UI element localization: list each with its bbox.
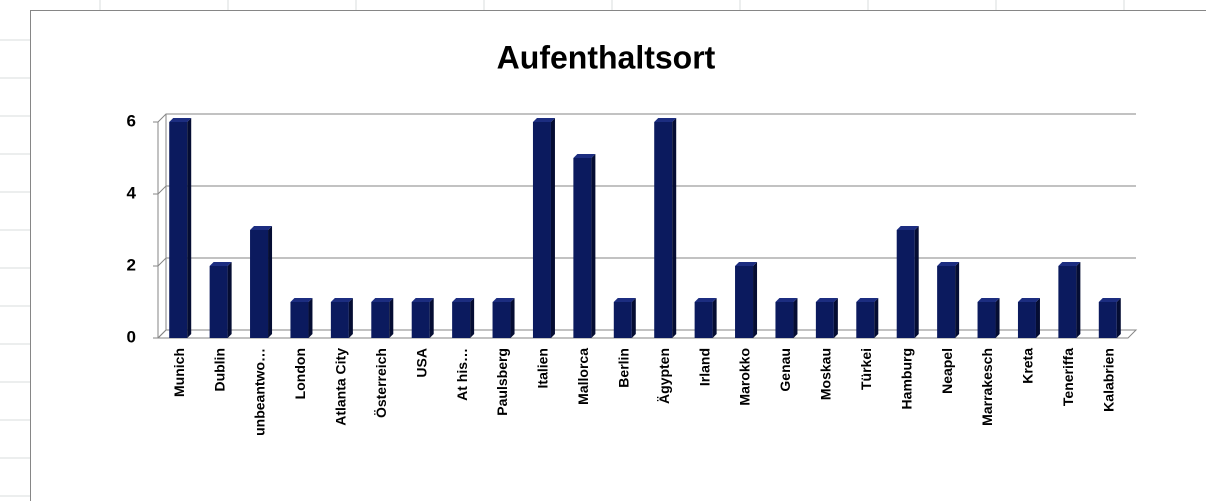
x-tick-label: Irland bbox=[696, 348, 712, 386]
bar bbox=[896, 226, 919, 338]
x-tick-label: Kalabrien bbox=[1100, 348, 1116, 412]
grid-line bbox=[157, 257, 1136, 267]
bar bbox=[775, 298, 798, 338]
bar bbox=[330, 298, 353, 338]
x-tick-label: Italien bbox=[535, 348, 551, 388]
bar bbox=[1017, 298, 1040, 338]
bar bbox=[977, 298, 1000, 338]
x-tick-label: Munich bbox=[171, 348, 187, 397]
x-tick-label: Dublin bbox=[211, 348, 227, 392]
bar bbox=[411, 298, 434, 338]
bar bbox=[735, 262, 758, 338]
y-tick-label: 6 bbox=[127, 111, 136, 130]
x-tick-label: Türkei bbox=[858, 348, 874, 390]
y-tick-label: 2 bbox=[127, 255, 136, 274]
x-tick-label: Moskau bbox=[818, 348, 834, 400]
bar bbox=[532, 118, 555, 338]
y-tick-label: 4 bbox=[127, 183, 137, 202]
bar bbox=[290, 298, 313, 338]
bar bbox=[250, 226, 273, 338]
x-tick-label: Mallorca bbox=[575, 348, 591, 405]
bar bbox=[613, 298, 636, 338]
bar bbox=[492, 298, 515, 338]
bar bbox=[815, 298, 838, 338]
bar bbox=[573, 154, 596, 338]
bar bbox=[654, 118, 677, 338]
x-tick-label: Atlanta City bbox=[333, 348, 349, 426]
x-tick-label: London bbox=[292, 348, 308, 399]
bar bbox=[856, 298, 879, 338]
grid-line bbox=[157, 113, 1136, 123]
x-tick-label: Kreta bbox=[1020, 348, 1036, 384]
x-tick-label: Neapel bbox=[939, 348, 955, 394]
bar bbox=[1058, 262, 1081, 338]
x-tick-label: Paulsberg bbox=[494, 348, 510, 416]
chart-title: Aufenthaltsort bbox=[497, 39, 716, 75]
y-tick-label: 0 bbox=[127, 327, 136, 346]
bar bbox=[169, 118, 192, 338]
sheet-grid bbox=[0, 0, 1125, 497]
bar bbox=[937, 262, 960, 338]
grid-line bbox=[157, 185, 1136, 195]
bar bbox=[1098, 298, 1121, 338]
x-tick-label: Teneriffa bbox=[1060, 348, 1076, 406]
x-tick-label: Marrakesch bbox=[979, 348, 995, 426]
x-tick-label: unbeantwo… bbox=[252, 348, 268, 436]
x-tick-label: Ägypten bbox=[656, 348, 672, 404]
x-tick-label: Genau bbox=[777, 348, 793, 392]
bar bbox=[452, 298, 475, 338]
bar bbox=[209, 262, 232, 338]
chart-area bbox=[30, 10, 1206, 501]
x-tick-label: Marokko bbox=[737, 348, 753, 406]
bar bbox=[694, 298, 717, 338]
grid-line bbox=[157, 329, 1136, 339]
x-tick-label: At his… bbox=[454, 348, 470, 401]
x-tick-label: USA bbox=[413, 348, 429, 378]
x-tick-label: Berlin bbox=[615, 348, 631, 388]
x-tick-label: Österreich bbox=[373, 348, 389, 418]
bar bbox=[371, 298, 394, 338]
x-tick-label: Hamburg bbox=[898, 348, 914, 409]
